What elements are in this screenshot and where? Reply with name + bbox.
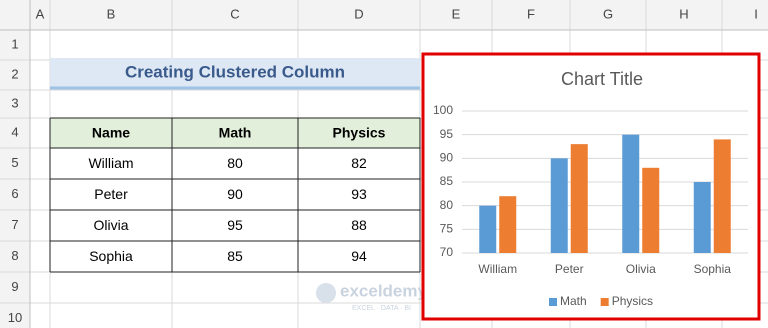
heading: Creating Clustered Column: [125, 62, 345, 81]
bar[interactable]: [479, 205, 497, 253]
table-cell[interactable]: 90: [227, 186, 243, 202]
x-tick-label: William: [478, 262, 517, 276]
bar[interactable]: [622, 134, 640, 253]
watermark-brand: exceldemy: [340, 281, 427, 300]
column-header[interactable]: C: [230, 6, 239, 21]
column-header[interactable]: I: [754, 6, 758, 21]
column-header[interactable]: H: [679, 6, 688, 21]
row-header[interactable]: 6: [11, 186, 18, 201]
x-tick-label: Olivia: [626, 262, 656, 276]
table-cell[interactable]: Sophia: [89, 248, 133, 264]
legend-swatch: [549, 298, 557, 306]
y-tick-label: 70: [440, 245, 454, 259]
table-cell[interactable]: 94: [351, 248, 367, 264]
table-cell[interactable]: 93: [351, 186, 367, 202]
bar[interactable]: [713, 139, 731, 253]
row-header[interactable]: 2: [11, 66, 18, 81]
table-cell[interactable]: 95: [227, 217, 243, 233]
row-header[interactable]: 9: [11, 279, 18, 294]
y-tick-label: 95: [440, 127, 454, 141]
table-cell[interactable]: Peter: [94, 186, 128, 202]
watermark-tagline: EXCEL · DATA · BI: [352, 305, 411, 312]
column-header[interactable]: D: [354, 6, 363, 21]
row-header[interactable]: 1: [11, 36, 18, 51]
y-tick-label: 80: [440, 198, 454, 212]
row-header[interactable]: 3: [11, 95, 18, 110]
table-header-cell[interactable]: Math: [219, 125, 252, 141]
column-header[interactable]: A: [36, 6, 45, 21]
row-header[interactable]: 8: [11, 248, 18, 263]
legend-label[interactable]: Math: [560, 294, 587, 308]
legend-swatch: [600, 298, 609, 306]
table-cell[interactable]: 85: [227, 248, 243, 264]
row-header-bar: [0, 0, 30, 328]
column-header[interactable]: F: [527, 6, 535, 21]
heading-band: [50, 58, 420, 88]
row-header[interactable]: 10: [8, 310, 22, 325]
table-cell[interactable]: 88: [351, 217, 367, 233]
table-cell[interactable]: 80: [227, 155, 243, 171]
table-cell[interactable]: Olivia: [93, 217, 128, 233]
table-header-fill: [50, 118, 420, 148]
column-header[interactable]: B: [107, 6, 116, 21]
watermark-logo: [316, 283, 336, 303]
row-header[interactable]: 7: [11, 217, 18, 232]
bar[interactable]: [570, 144, 588, 253]
chart-title[interactable]: Chart Title: [561, 69, 643, 89]
y-tick-label: 90: [440, 151, 454, 165]
table-header-cell[interactable]: Name: [92, 125, 130, 141]
column-header-bar: [0, 0, 768, 30]
row-header[interactable]: 5: [11, 155, 18, 170]
legend-label[interactable]: Physics: [612, 294, 653, 308]
table-cell[interactable]: William: [88, 155, 133, 171]
column-header[interactable]: E: [452, 6, 461, 21]
y-tick-label: 75: [440, 222, 454, 236]
bar[interactable]: [642, 167, 660, 253]
bar[interactable]: [550, 158, 568, 253]
bar[interactable]: [499, 196, 517, 253]
x-tick-label: Peter: [555, 262, 584, 276]
x-tick-label: Sophia: [694, 262, 732, 276]
row-header[interactable]: 4: [11, 124, 18, 139]
table-cell[interactable]: 82: [351, 155, 367, 171]
y-tick-label: 85: [440, 174, 454, 188]
column-header[interactable]: G: [603, 6, 613, 21]
bar[interactable]: [693, 182, 711, 253]
y-tick-label: 100: [433, 103, 453, 117]
table-header-cell[interactable]: Physics: [333, 125, 386, 141]
